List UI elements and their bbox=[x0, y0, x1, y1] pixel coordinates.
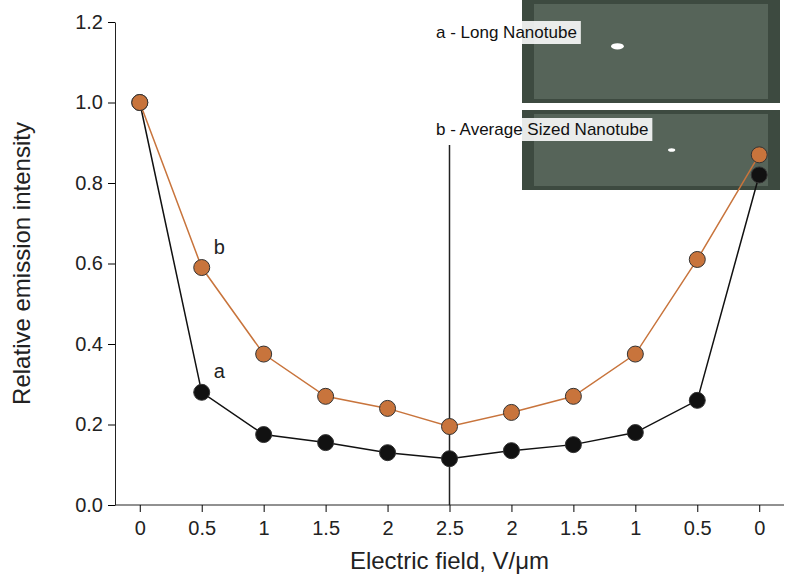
y-tick: 0.2 bbox=[75, 413, 115, 435]
x-tick-label: 0.5 bbox=[188, 517, 216, 539]
data-point bbox=[442, 419, 458, 435]
y-tick: 1.2 bbox=[75, 11, 115, 33]
y-tick-label: 0.0 bbox=[75, 494, 103, 516]
y-axis-line bbox=[115, 23, 116, 506]
x-tick: 2.5 bbox=[436, 505, 464, 539]
series-markers bbox=[132, 95, 767, 467]
y-tick-mark bbox=[108, 183, 115, 184]
x-tick: 2 bbox=[506, 505, 517, 539]
series-label: b bbox=[214, 236, 225, 258]
y-tick-mark bbox=[108, 22, 115, 23]
y-tick: 0.0 bbox=[75, 494, 115, 516]
x-tick-label: 2 bbox=[506, 517, 517, 539]
x-tick-mark bbox=[388, 505, 389, 512]
y-tick-label: 0.4 bbox=[75, 333, 103, 355]
x-tick: 0.5 bbox=[684, 505, 712, 539]
series-markers bbox=[132, 95, 767, 435]
annotation-patch bbox=[432, 21, 581, 44]
data-point bbox=[318, 388, 334, 404]
data-point bbox=[751, 147, 767, 163]
y-tick-label: 0.6 bbox=[75, 252, 103, 274]
series-label: a bbox=[214, 360, 226, 382]
y-tick-mark bbox=[108, 344, 115, 345]
data-point bbox=[256, 427, 272, 443]
x-tick-mark bbox=[450, 505, 451, 512]
data-point bbox=[565, 437, 581, 453]
data-point bbox=[627, 346, 643, 362]
x-tick-label: 1 bbox=[630, 517, 641, 539]
x-tick-mark bbox=[511, 505, 512, 512]
x-tick: 0 bbox=[754, 505, 765, 539]
data-point bbox=[565, 388, 581, 404]
data-point bbox=[751, 167, 767, 183]
x-tick-label: 1.5 bbox=[312, 517, 340, 539]
annotation: a - Long Nanotube bbox=[436, 23, 577, 42]
x-tick: 2 bbox=[382, 505, 393, 539]
inset-spot bbox=[611, 43, 624, 49]
inset-image bbox=[522, 0, 780, 103]
data-point bbox=[318, 435, 334, 451]
y-tick: 0.8 bbox=[75, 172, 115, 194]
y-tick-mark bbox=[108, 505, 115, 506]
y-tick-mark bbox=[108, 264, 115, 265]
data-point bbox=[256, 346, 272, 362]
series-line bbox=[140, 103, 759, 459]
x-tick: 1.5 bbox=[560, 505, 588, 539]
x-tick-label: 2 bbox=[382, 517, 393, 539]
data-point bbox=[380, 400, 396, 416]
inset-spot bbox=[668, 148, 675, 152]
y-tick-label: 0.2 bbox=[75, 413, 103, 435]
series-labels: ab bbox=[214, 236, 226, 383]
x-tick-mark bbox=[697, 505, 698, 512]
data-point bbox=[194, 260, 210, 276]
data-point bbox=[689, 392, 705, 408]
data-point bbox=[503, 443, 519, 459]
y-tick-label: 0.8 bbox=[75, 172, 103, 194]
plot-area bbox=[132, 95, 767, 467]
data-point bbox=[194, 384, 210, 400]
x-tick: 1.5 bbox=[312, 505, 340, 539]
y-tick-mark bbox=[108, 103, 115, 104]
x-tick-label: 0 bbox=[754, 517, 765, 539]
series-line bbox=[140, 103, 759, 427]
x-tick-mark bbox=[635, 505, 636, 512]
data-point bbox=[442, 451, 458, 467]
y-tick-label: 1.2 bbox=[75, 11, 103, 33]
data-point bbox=[132, 95, 148, 111]
data-point bbox=[380, 445, 396, 461]
x-tick-mark bbox=[202, 505, 203, 512]
x-tick: 0.5 bbox=[188, 505, 216, 539]
data-point bbox=[132, 95, 148, 111]
inset-glow bbox=[534, 4, 768, 99]
x-tick-label: 1 bbox=[259, 517, 270, 539]
y-axis-title: Relative emission intensity bbox=[8, 122, 35, 405]
x-axis: 0 0.5 1 1.5 2 2.5 2 1.5 1 0.5 0 bbox=[115, 505, 784, 539]
data-point bbox=[689, 251, 705, 267]
x-tick-mark bbox=[264, 505, 265, 512]
x-tick-mark bbox=[140, 505, 141, 512]
x-tick-mark bbox=[326, 505, 327, 512]
annotation: b - Average Sized Nanotube bbox=[436, 120, 648, 139]
x-tick-label: 0 bbox=[135, 517, 146, 539]
x-tick-label: 0.5 bbox=[684, 517, 712, 539]
y-axis: 0.0 0.2 0.4 0.6 0.8 1.0 1.2 bbox=[75, 11, 115, 516]
data-point bbox=[627, 425, 643, 441]
x-tick-label: 2.5 bbox=[436, 517, 464, 539]
y-tick: 1.0 bbox=[75, 91, 115, 113]
y-tick-label: 1.0 bbox=[75, 91, 103, 113]
x-tick: 0 bbox=[135, 505, 146, 539]
x-tick-label: 1.5 bbox=[560, 517, 588, 539]
x-axis-title: Electric field, V/μm bbox=[350, 547, 549, 574]
y-tick-mark bbox=[108, 425, 115, 426]
x-tick: 1 bbox=[259, 505, 270, 539]
annotation-patch bbox=[432, 118, 652, 141]
y-tick: 0.4 bbox=[75, 333, 115, 355]
x-tick-mark bbox=[573, 505, 574, 512]
y-tick: 0.6 bbox=[75, 252, 115, 274]
x-tick-mark bbox=[759, 505, 760, 512]
annotations: a - Long Nanotube b - Average Sized Nanot… bbox=[432, 21, 652, 141]
data-point bbox=[503, 404, 519, 420]
x-tick: 1 bbox=[630, 505, 641, 539]
